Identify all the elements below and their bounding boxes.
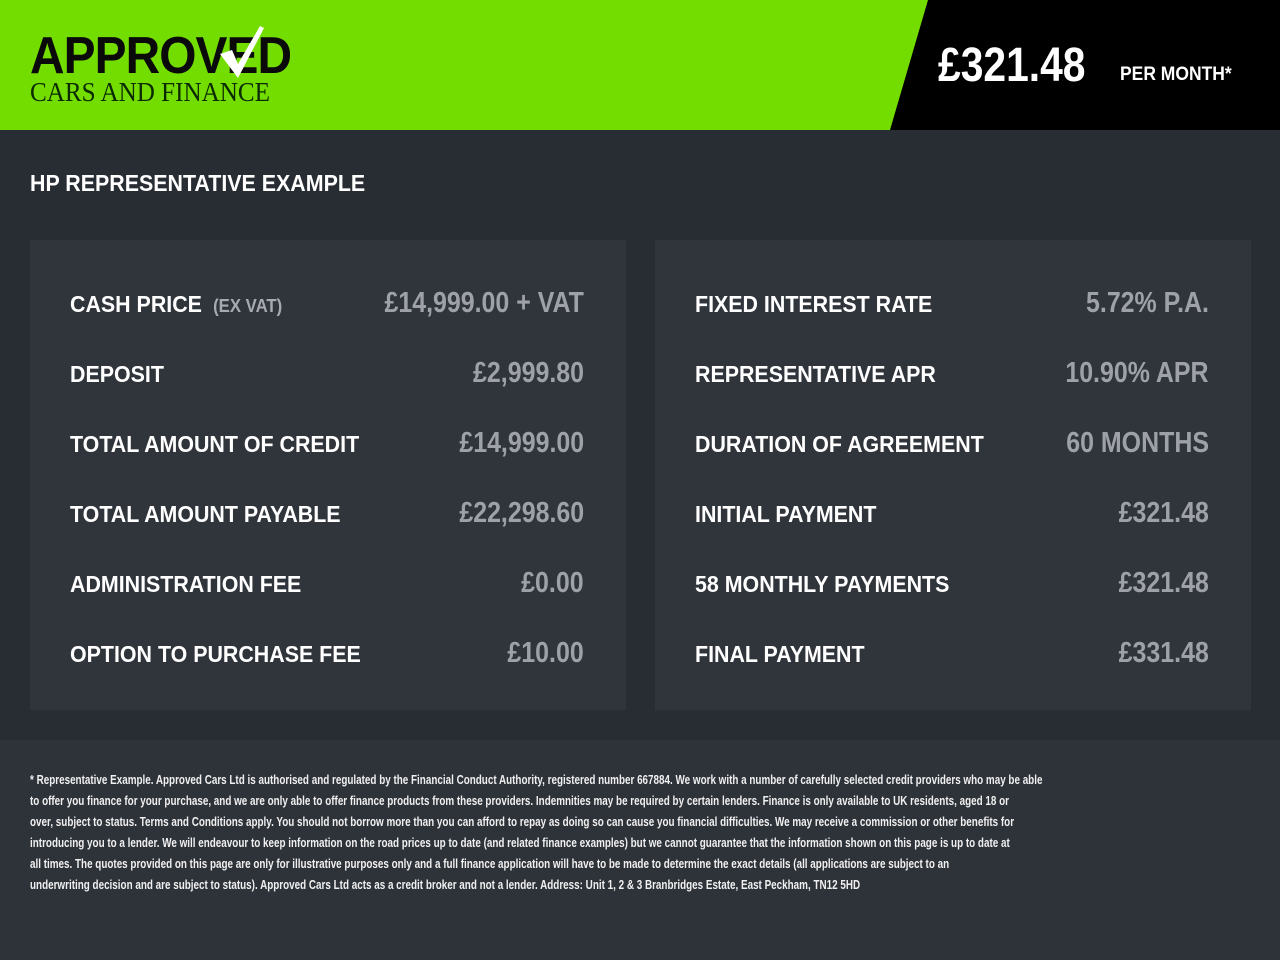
label-text: FIXED INTEREST RATE (695, 291, 933, 317)
finance-row: DURATION OF AGREEMENT 60 MONTHS (695, 424, 1209, 464)
row-label: FIXED INTEREST RATE (695, 291, 932, 318)
brand-banner (0, 0, 928, 130)
finance-panel-right: FIXED INTEREST RATE 5.72% P.A. REPRESENTAT… (655, 240, 1251, 710)
row-label: OPTION TO PURCHASE FEE (70, 641, 361, 668)
label-text: TOTAL AMOUNT PAYABLE (70, 501, 341, 527)
finance-row: FINAL PAYMENT £331.48 (695, 634, 1209, 674)
row-value: 60 MONTHS (1066, 427, 1209, 459)
logo: APPROVED CARS AND FINANCE (30, 24, 330, 110)
row-value: £22,298.60 (459, 497, 584, 529)
label-note: (EX VAT) (213, 296, 283, 316)
checkmark-icon (220, 26, 264, 78)
label-text: TOTAL AMOUNT OF CREDIT (70, 431, 360, 457)
row-label: 58 MONTHLY PAYMENTS (695, 571, 949, 598)
finance-row: TOTAL AMOUNT OF CREDIT £14,999.00 (70, 424, 584, 464)
disclaimer-line: to offer you finance for your purchase, … (30, 794, 1009, 808)
label-text: CASH PRICE (70, 291, 202, 317)
finance-row: CASH PRICE (EX VAT) £14,999.00 + VAT (70, 284, 584, 324)
row-label: TOTAL AMOUNT OF CREDIT (70, 431, 359, 458)
label-text: FINAL PAYMENT (695, 641, 865, 667)
row-value: £321.48 (1118, 497, 1209, 529)
row-label: FINAL PAYMENT (695, 641, 865, 668)
disclaimer-line: over, subject to status. Terms and Condi… (30, 815, 1015, 829)
row-value: £321.48 (1118, 567, 1209, 599)
disclaimer-line: * Representative Example. Approved Cars … (30, 773, 1043, 787)
header-bar: APPROVED CARS AND FINANCE £321.48 PER MO… (0, 0, 1280, 130)
row-value: 10.90% APR (1065, 357, 1209, 389)
row-value: £10.00 (507, 637, 584, 669)
disclaimer-line: underwriting decision and are subject to… (30, 878, 861, 892)
finance-row: 58 MONTHLY PAYMENTS £321.48 (695, 564, 1209, 604)
disclaimer-line: all times. The quotes provided on this p… (30, 857, 950, 871)
row-label: DURATION OF AGREEMENT (695, 431, 984, 458)
row-value: £14,999.00 (459, 427, 584, 459)
label-text: REPRESENTATIVE APR (695, 361, 936, 387)
label-text: DEPOSIT (70, 361, 164, 387)
label-text: 58 MONTHLY PAYMENTS (695, 571, 950, 597)
finance-row: INITIAL PAYMENT £321.48 (695, 494, 1209, 534)
finance-row: TOTAL AMOUNT PAYABLE £22,298.60 (70, 494, 584, 534)
logo-tagline: CARS AND FINANCE (30, 77, 270, 107)
finance-row: FIXED INTEREST RATE 5.72% P.A. (695, 284, 1209, 324)
label-text: INITIAL PAYMENT (695, 501, 877, 527)
row-label: INITIAL PAYMENT (695, 501, 876, 528)
monthly-price: £321.48 (938, 39, 1086, 92)
label-text: DURATION OF AGREEMENT (695, 431, 984, 457)
disclaimer-line: introducing you to a lender. We will end… (30, 836, 1010, 850)
finance-row: ADMINISTRATION FEE £0.00 (70, 564, 584, 604)
row-label: DEPOSIT (70, 361, 164, 388)
finance-row: OPTION TO PURCHASE FEE £10.00 (70, 634, 584, 674)
finance-row: REPRESENTATIVE APR 10.90% APR (695, 354, 1209, 394)
row-value: £14,999.00 + VAT (384, 287, 584, 319)
finance-row: DEPOSIT £2,999.80 (70, 354, 584, 394)
row-value: 5.72% P.A. (1086, 287, 1209, 319)
row-value: £331.48 (1118, 637, 1209, 669)
row-value: £0.00 (521, 567, 584, 599)
page-title: HP REPRESENTATIVE EXAMPLE (30, 170, 366, 196)
finance-panel-left: CASH PRICE (EX VAT) £14,999.00 + VAT DEPOSI… (30, 240, 626, 710)
per-month-label: PER MONTH* (1120, 64, 1232, 85)
row-label: REPRESENTATIVE APR (695, 361, 936, 388)
label-text: OPTION TO PURCHASE FEE (70, 641, 361, 667)
row-label: CASH PRICE (EX VAT) (70, 291, 282, 318)
label-text: ADMINISTRATION FEE (70, 571, 302, 597)
row-label: TOTAL AMOUNT PAYABLE (70, 501, 341, 528)
row-value: £2,999.80 (473, 357, 584, 389)
row-label: ADMINISTRATION FEE (70, 571, 301, 598)
disclaimer-footer: * Representative Example. Approved Cars … (0, 740, 1280, 960)
